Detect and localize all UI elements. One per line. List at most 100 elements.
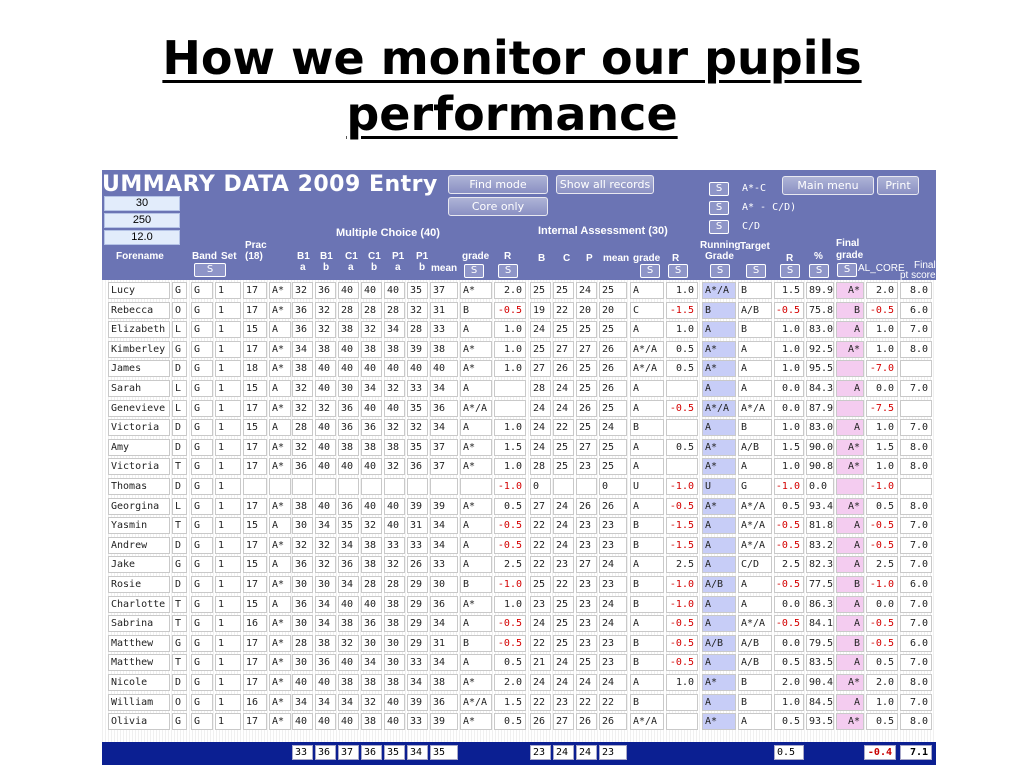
cell-fg[interactable]: A: [836, 693, 864, 711]
cell-tgt[interactable]: A/B: [738, 438, 772, 456]
cell-r2[interactable]: 2.0: [774, 674, 804, 691]
cell-ia-2[interactable]: 23: [576, 517, 597, 535]
cell-pt[interactable]: 7.0: [900, 380, 932, 397]
cell-pg[interactable]: A*: [269, 674, 291, 691]
cell-run[interactable]: A/B: [702, 634, 736, 652]
cell-fg[interactable]: A: [836, 536, 864, 554]
cell-mc-0[interactable]: 34: [292, 340, 313, 358]
cell-ia-0[interactable]: 22: [530, 556, 551, 574]
cell-r2[interactable]: -0.5: [774, 576, 804, 593]
cell-mean[interactable]: 38: [430, 674, 458, 691]
student-row[interactable]: Matthew G G 1 17 A* 28 38 32 30 30 29 31 B -0.5 22 25 23 2…: [102, 634, 936, 654]
cell-s2[interactable]: 1: [215, 615, 241, 633]
cell-r[interactable]: 1.5: [494, 693, 526, 711]
cell-ia-1[interactable]: 24: [553, 674, 574, 691]
cell-iam[interactable]: 24: [599, 419, 627, 437]
cell-iam[interactable]: 25: [599, 282, 627, 299]
cell-fg[interactable]: A*: [836, 438, 864, 456]
cell-mean[interactable]: 37: [430, 438, 458, 456]
cell-name[interactable]: Olivia: [108, 713, 170, 731]
cell-mc-4[interactable]: 32: [384, 419, 405, 437]
cell-iag[interactable]: A*/A: [630, 340, 664, 358]
cell-grade[interactable]: A*: [460, 595, 492, 613]
cell-mc-0[interactable]: 36: [292, 556, 313, 574]
cell-mc-1[interactable]: 34: [315, 693, 336, 711]
cell-prac[interactable]: 15: [243, 321, 267, 339]
cell-iag[interactable]: B: [630, 576, 664, 593]
cell-name[interactable]: Jake: [108, 556, 170, 574]
sort-mc-grade-button[interactable]: S: [464, 264, 484, 278]
cell-run[interactable]: A*: [702, 497, 736, 515]
cell-set[interactable]: G: [191, 301, 213, 319]
cell-core[interactable]: -0.5: [866, 615, 898, 633]
cell-run[interactable]: U: [702, 478, 736, 495]
cell-mc-1[interactable]: 36: [315, 282, 336, 299]
cell-iar[interactable]: 0.5: [666, 438, 698, 456]
cell-iam[interactable]: 23: [599, 517, 627, 535]
cell-ia-0[interactable]: 22: [530, 517, 551, 535]
cell-iam[interactable]: 25: [599, 399, 627, 417]
cell-pg[interactable]: A*: [269, 497, 291, 515]
cell-name[interactable]: Lucy: [108, 282, 170, 299]
cell-r2[interactable]: 1.0: [774, 458, 804, 476]
cell-grade[interactable]: A*: [460, 458, 492, 476]
cell-r2[interactable]: 0.0: [774, 595, 804, 613]
cell-s2[interactable]: 1: [215, 497, 241, 515]
cell-pct[interactable]: 93.4: [806, 497, 834, 515]
cell-iag[interactable]: A: [630, 497, 664, 515]
cell-iar[interactable]: -0.5: [666, 497, 698, 515]
cell-name[interactable]: Genevieve: [108, 399, 170, 417]
cell-mc-2[interactable]: 40: [338, 340, 359, 358]
cell-mc-1[interactable]: 40: [315, 380, 336, 397]
cell-ia-1[interactable]: 23: [553, 556, 574, 574]
sort-ia-r-button[interactable]: S: [668, 264, 688, 278]
cell-ia-2[interactable]: 26: [576, 399, 597, 417]
cell-r2[interactable]: -1.0: [774, 478, 804, 495]
cell-core[interactable]: 0.5: [866, 497, 898, 515]
cell-mc-5[interactable]: 29: [407, 595, 428, 613]
cell-mc-4[interactable]: 38: [384, 615, 405, 633]
cell-name[interactable]: Kimberley: [108, 340, 170, 358]
cell-mc-4[interactable]: 38: [384, 595, 405, 613]
cell-band[interactable]: D: [172, 536, 187, 554]
cell-pg[interactable]: A*: [269, 340, 291, 358]
cell-r2[interactable]: 0.0: [774, 380, 804, 397]
cell-pct[interactable]: 90.8: [806, 458, 834, 476]
cell-mc-3[interactable]: 40: [361, 497, 382, 515]
cell-run[interactable]: A*: [702, 458, 736, 476]
cell-pct[interactable]: 89.9: [806, 282, 834, 299]
cell-mc-1[interactable]: 32: [315, 536, 336, 554]
cell-r[interactable]: -0.5: [494, 634, 526, 652]
student-row[interactable]: Andrew D G 1 17 A* 32 32 34 38 33 33 34 A -0.5 22 24 23 23…: [102, 536, 936, 556]
cell-fg[interactable]: A*: [836, 458, 864, 476]
cell-core[interactable]: 2.0: [866, 674, 898, 691]
cell-mc-4[interactable]: 28: [384, 576, 405, 593]
cell-core[interactable]: -0.5: [866, 536, 898, 554]
cell-tgt[interactable]: A: [738, 458, 772, 476]
cell-mc-5[interactable]: 32: [407, 301, 428, 319]
student-row[interactable]: William O G 1 16 A* 34 34 34 32 40 39 36 A*/A 1.5 22 23 2…: [102, 693, 936, 713]
cell-mean[interactable]: 33: [430, 321, 458, 339]
cell-pct[interactable]: 87.9: [806, 399, 834, 417]
cell-set[interactable]: G: [191, 399, 213, 417]
cell-iam[interactable]: 25: [599, 438, 627, 456]
cell-ia-0[interactable]: 28: [530, 458, 551, 476]
cell-mc-0[interactable]: 38: [292, 497, 313, 515]
cell-iam[interactable]: 26: [599, 713, 627, 731]
cell-mc-0[interactable]: 40: [292, 674, 313, 691]
cell-grade[interactable]: A: [460, 380, 492, 397]
cell-core[interactable]: -0.5: [866, 517, 898, 535]
cell-mc-5[interactable]: 28: [407, 321, 428, 339]
cell-band[interactable]: D: [172, 576, 187, 593]
cell-r2[interactable]: 1.0: [774, 360, 804, 378]
cell-mc-2[interactable]: 36: [338, 419, 359, 437]
cell-set[interactable]: G: [191, 693, 213, 711]
student-row[interactable]: Jake G G 1 15 A 36 32 36 38 32 26 33 A 2.5 22 23 27 24 A 2.5…: [102, 555, 936, 575]
cell-mc-3[interactable]: 28: [361, 576, 382, 593]
cell-mc-4[interactable]: 40: [384, 497, 405, 515]
cell-run[interactable]: B: [702, 301, 736, 319]
cell-run[interactable]: A*: [702, 360, 736, 378]
cell-mean[interactable]: [430, 478, 458, 495]
cell-pg[interactable]: A*: [269, 576, 291, 593]
cell-mean[interactable]: 34: [430, 517, 458, 535]
